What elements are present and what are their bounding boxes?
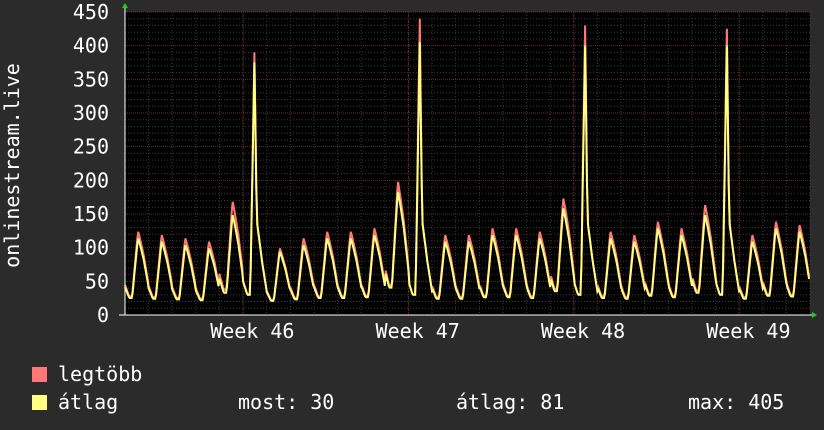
y-axis-arrow-icon xyxy=(122,3,128,8)
y-tick-label: 400 xyxy=(73,34,109,58)
legend-swatch-avg xyxy=(32,394,47,410)
stat-average: átlag: 81 xyxy=(456,390,565,414)
x-tick-label: Week 48 xyxy=(541,319,625,343)
y-tick-label: 100 xyxy=(73,236,109,260)
y-tick-label: 450 xyxy=(73,0,109,24)
traffic-chart: 0 50 100 150 200 250 300 350 400 450 Week 46 Week 4… xyxy=(0,0,817,343)
x-tick-label: Week 49 xyxy=(706,319,790,343)
y-tick-label: 300 xyxy=(73,101,109,125)
x-tick-label: Week 47 xyxy=(376,319,460,343)
stat-current: most: 30 xyxy=(238,390,335,414)
series-line-avg xyxy=(124,42,811,302)
legend-item-max: legtöbb xyxy=(32,362,142,386)
legend-label-max: legtöbb xyxy=(58,362,143,386)
y-tick-label: 200 xyxy=(73,168,109,192)
x-axis-arrow-icon xyxy=(812,312,817,318)
y-tick-label: 250 xyxy=(73,135,109,159)
y-tick-label: 50 xyxy=(85,269,109,293)
y-tick-label: 150 xyxy=(73,202,109,226)
y-axis-title: onlinestream.live xyxy=(0,63,24,268)
legend-swatch-max xyxy=(32,366,47,382)
stat-maximum: max: 405 xyxy=(688,390,785,414)
legend-label-avg: átlag xyxy=(58,390,119,414)
y-tick-label: 350 xyxy=(73,67,109,91)
x-tick-label: Week 46 xyxy=(210,319,294,343)
plot-area xyxy=(125,12,810,315)
legend-item-avg: átlag xyxy=(32,390,118,414)
y-tick-label: 0 xyxy=(97,303,109,327)
